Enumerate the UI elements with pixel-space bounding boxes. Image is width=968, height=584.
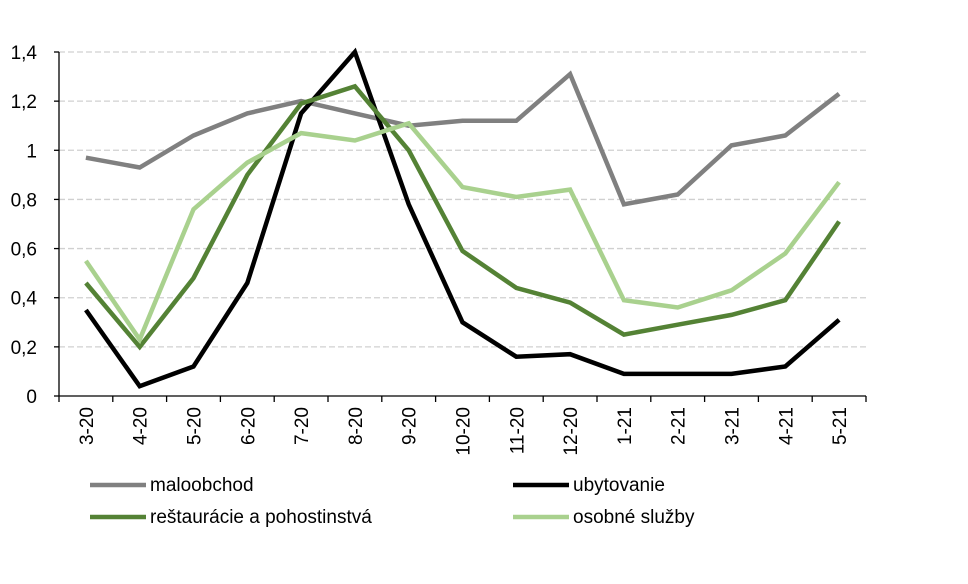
x-tick-label: 11-20 <box>507 407 528 454</box>
x-tick-labels: 3-20 4-20 5-20 6-20 7-20 8-20 9-20 10-20 11-20 12… <box>77 407 851 456</box>
y-tick-label: 1 <box>26 141 37 162</box>
x-tick-label: 12-20 <box>561 407 582 456</box>
axes <box>54 51 867 402</box>
legend-item: ubytovanie <box>513 475 665 496</box>
x-tick-label: 4-20 <box>131 407 152 445</box>
x-tick-label: 6-20 <box>238 407 259 445</box>
y-tick-label: 0,2 <box>11 338 37 359</box>
legend-item: reštaurácie a pohostinstvá <box>90 507 372 528</box>
x-tick-label: 3-21 <box>723 407 744 445</box>
series-line-1 <box>84 47 841 389</box>
y-tick-labels: 0 0,2 0,4 0,6 0,8 1 1,2 1,4 <box>11 43 38 408</box>
x-tick-label: 10-20 <box>454 407 475 456</box>
x-tick-label: 5-20 <box>185 407 206 445</box>
y-tick-label: 1,2 <box>11 92 37 113</box>
legend-label: reštaurácie a pohostinstvá <box>150 507 372 528</box>
legend-label: maloobchod <box>150 475 254 496</box>
series-line-3 <box>84 120 841 345</box>
gridlines <box>59 51 866 348</box>
x-tick-label: 2-21 <box>669 407 690 445</box>
legend-item: osobné služby <box>513 507 695 528</box>
series-line-2 <box>84 83 841 351</box>
y-tick-label: 0,4 <box>11 289 38 310</box>
legend-label: osobné služby <box>573 507 695 528</box>
x-tick-label: 9-20 <box>400 407 421 445</box>
series-lines <box>84 47 841 389</box>
legend-label: ubytovanie <box>573 475 665 496</box>
x-tick-label: 8-20 <box>346 407 367 445</box>
y-tick-label: 0,6 <box>11 240 37 261</box>
x-tick-label: 1-21 <box>615 407 636 445</box>
legend: maloobchod ubytovanie reštaurácie a pohost… <box>90 475 695 528</box>
x-tick-label: 3-20 <box>77 407 98 445</box>
y-tick-label: 1,4 <box>11 43 38 64</box>
y-tick-label: 0 <box>26 387 37 408</box>
x-tick-label: 5-21 <box>830 407 851 445</box>
y-tick-label: 0,8 <box>11 190 37 211</box>
legend-item: maloobchod <box>90 475 254 496</box>
x-tick-label: 4-21 <box>776 407 797 445</box>
x-tick-label: 7-20 <box>292 407 313 445</box>
